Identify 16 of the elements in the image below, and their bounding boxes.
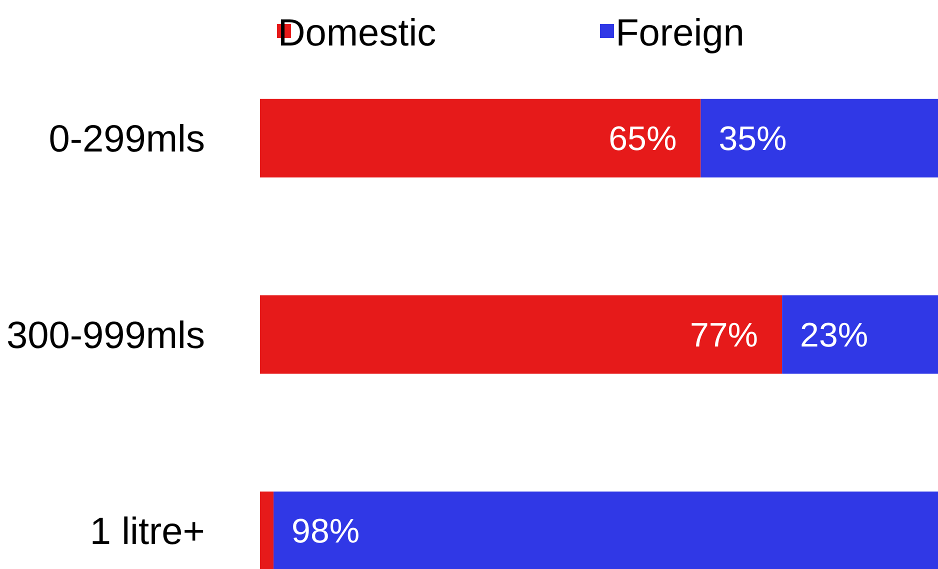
data-label: 23% xyxy=(800,316,868,354)
data-label: 98% xyxy=(292,512,360,551)
bar xyxy=(274,492,938,569)
data-label: 77% xyxy=(690,316,758,354)
data-label: 35% xyxy=(718,120,787,158)
legend-label: Domestic xyxy=(278,12,436,54)
legend-label: Foreign xyxy=(616,12,744,54)
bar xyxy=(260,98,701,178)
data-label: 65% xyxy=(608,120,677,158)
bar xyxy=(700,98,938,178)
bar xyxy=(260,295,782,374)
y-tick-label: 1 litre+ xyxy=(90,511,205,554)
bar xyxy=(260,492,274,569)
y-tick-label: 300-999mls xyxy=(6,314,205,357)
y-tick-label: 0-299mls xyxy=(48,118,205,160)
bar xyxy=(782,295,938,374)
